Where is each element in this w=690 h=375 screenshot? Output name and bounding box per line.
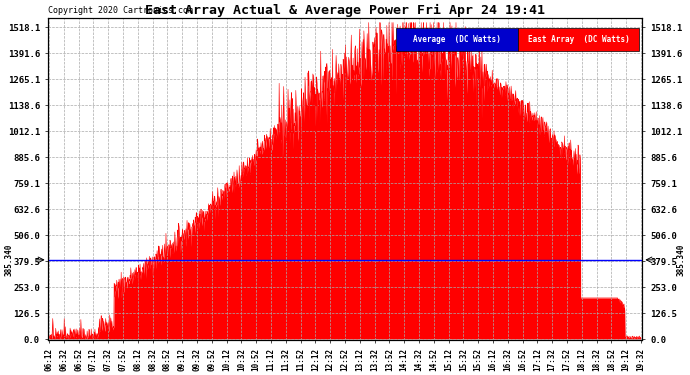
FancyBboxPatch shape [518,28,640,51]
FancyBboxPatch shape [395,28,518,51]
Text: Copyright 2020 Cartronics.com: Copyright 2020 Cartronics.com [48,6,193,15]
Text: Average  (DC Watts): Average (DC Watts) [413,35,500,44]
Title: East Array Actual & Average Power Fri Apr 24 19:41: East Array Actual & Average Power Fri Ap… [145,4,545,17]
Text: East Array  (DC Watts): East Array (DC Watts) [528,35,629,44]
Text: 385.340: 385.340 [4,244,13,276]
Text: 385.340: 385.340 [677,244,686,276]
